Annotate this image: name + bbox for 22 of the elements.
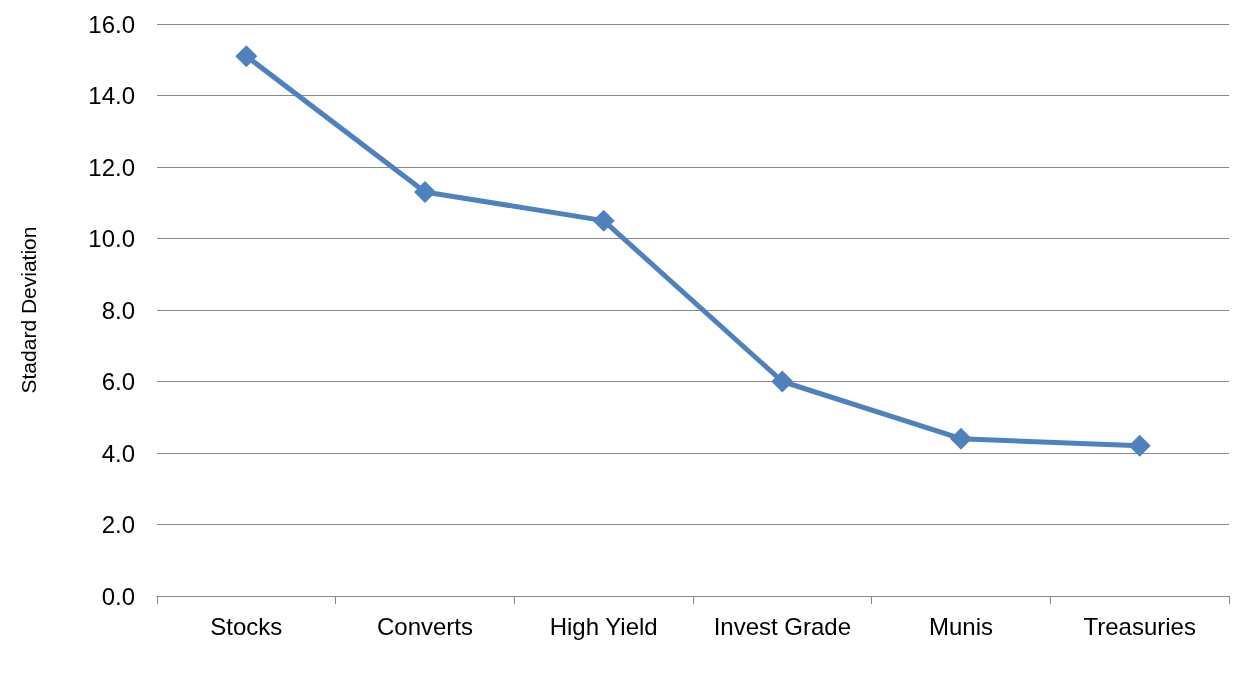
y-tick-label: 6.0 bbox=[101, 368, 135, 395]
y-tick-label: 14.0 bbox=[88, 82, 135, 109]
y-tick-label: 10.0 bbox=[88, 225, 135, 252]
point bbox=[1128, 434, 1151, 457]
x-tick-label: Munis bbox=[928, 612, 994, 640]
y-tick-label: 12.0 bbox=[88, 153, 135, 181]
y-tick-label: 2.0 bbox=[101, 511, 135, 538]
point bbox=[592, 209, 615, 232]
y-axis-title: Stadard Deviation bbox=[17, 226, 40, 394]
x-tick-label: Invest Grade bbox=[713, 612, 852, 640]
y-tick-label: 0.0 bbox=[101, 582, 135, 610]
y-tick-label: 16.0 bbox=[88, 10, 135, 38]
x-tick-label: Converts bbox=[376, 612, 474, 640]
point bbox=[414, 181, 436, 204]
point bbox=[235, 45, 258, 68]
point bbox=[771, 370, 794, 393]
y-tick-label: 8.0 bbox=[101, 296, 135, 324]
x-tick-label: High Yield bbox=[549, 612, 658, 640]
x-tick-label: Treasuries bbox=[1083, 612, 1196, 640]
point bbox=[950, 427, 972, 450]
x-tick-label: Stocks bbox=[210, 612, 283, 640]
y-tick-label: 4.0 bbox=[101, 439, 135, 467]
